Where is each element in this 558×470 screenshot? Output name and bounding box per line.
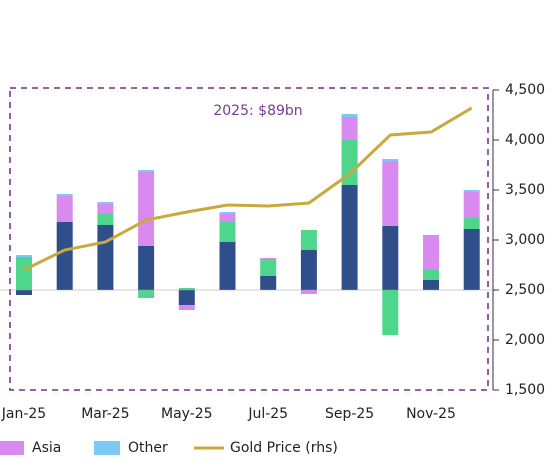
bar-segment [178, 305, 195, 310]
gold-price-line [23, 106, 473, 272]
bar-segment [382, 161, 399, 226]
bar-segment [423, 270, 439, 280]
x-tick-label: Sep-25 [325, 406, 374, 422]
bar-segment [97, 214, 114, 225]
legend-swatch [94, 441, 120, 455]
bar-segment [178, 288, 195, 290]
y2-tick-label: 2,500 [505, 282, 545, 298]
y2-tick-label: 3,500 [505, 182, 545, 198]
bar-segment [97, 202, 114, 204]
y2-tick-label: 4,500 [505, 82, 545, 98]
legend-label: Asia [32, 440, 61, 456]
bar-segment [300, 250, 317, 290]
bar-segment [56, 196, 73, 222]
x-tick-label: Mar-25 [81, 406, 129, 422]
annotation: 2025: $89bn [213, 103, 302, 119]
x-tick-label: Nov-25 [406, 406, 456, 422]
bar-segment [260, 258, 277, 259]
bar-segment [178, 290, 195, 305]
bar-segment [463, 229, 480, 290]
bar-segment [341, 117, 358, 140]
bar-segment [382, 290, 399, 335]
bar-segment [300, 230, 317, 250]
legend-label: Gold Price (rhs) [230, 440, 338, 456]
bar-segment [382, 226, 399, 290]
x-tick-label: May-25 [161, 406, 213, 422]
bar-segment [382, 159, 399, 161]
x-tick-label: Jul-25 [247, 406, 288, 422]
bar-segment [463, 218, 480, 229]
bar-segment [219, 214, 236, 222]
bar-segment [300, 290, 317, 294]
bar-segment [219, 222, 236, 242]
bar-segment [423, 235, 439, 270]
bar-segment [138, 170, 155, 172]
bar-segment [219, 212, 236, 214]
y2-tick-label: 3,000 [505, 232, 545, 248]
bar-segment [16, 290, 32, 295]
bar-segment [56, 222, 73, 290]
bar-segment [423, 280, 439, 290]
bar-segment [97, 204, 114, 214]
x-tick-label: Jan-25 [1, 406, 46, 422]
bar-segment [97, 225, 114, 290]
bar-segment [260, 259, 277, 276]
bar-segment [16, 257, 32, 290]
bar-segment [138, 290, 155, 298]
bar-segment [56, 194, 73, 196]
bar-segment [463, 190, 480, 192]
legend-swatch [0, 441, 24, 455]
bar-segment [341, 185, 358, 290]
y2-tick-label: 4,000 [505, 132, 545, 148]
bar-segment [16, 255, 32, 257]
bar-segment [341, 140, 358, 185]
bar-segment [260, 276, 277, 290]
bar-segment [138, 246, 155, 290]
y2-tick-label: 2,000 [505, 332, 545, 348]
bar-segment [463, 192, 480, 218]
legend-label: Other [128, 440, 168, 456]
y2-tick-label: 1,500 [505, 382, 545, 398]
bar-segment [219, 242, 236, 290]
highlight-box [9, 87, 489, 391]
bar-segment [138, 172, 155, 246]
bar-segment [341, 114, 358, 117]
